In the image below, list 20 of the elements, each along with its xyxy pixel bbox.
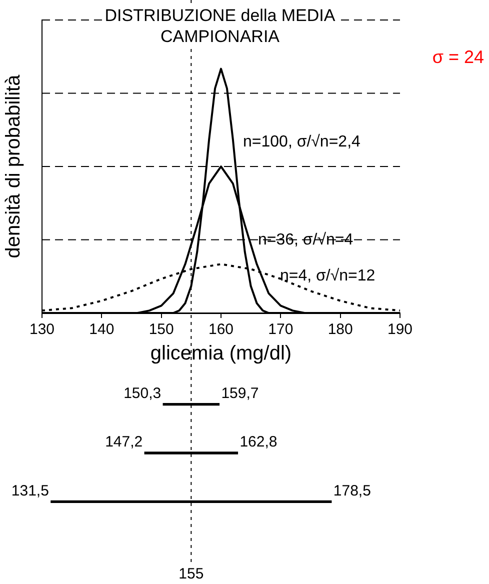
x-tick-label: 140 (89, 321, 114, 338)
x-axis-title: glicemia (mg/dl) (150, 342, 292, 365)
y-axis-title: densità di probabilità (2, 74, 25, 258)
x-tick-label: 170 (268, 321, 294, 338)
text: σ = 24 (432, 46, 484, 67)
annotation: 147,2 (105, 434, 143, 451)
x-tick-label: 150 (148, 321, 174, 338)
annotation: 159,7 (221, 384, 259, 402)
chart-title: DISTRIBUZIONE della MEDIA CAMPIONARIA (104, 6, 336, 46)
ref-line-label: 155 (178, 566, 204, 583)
series-label: n=4, σ/√n=12 (280, 267, 376, 284)
annotation: 162,8 (240, 434, 278, 451)
annotation: 150,3 (124, 384, 162, 402)
x-tick-label: 180 (328, 321, 353, 338)
series-label: n=100, σ/√n=2,4 (243, 133, 361, 150)
annotation: 178,5 (333, 482, 371, 500)
x-tick-label: 160 (208, 321, 234, 338)
x-tick-label: 190 (387, 321, 413, 338)
annotation: 131,5 (11, 482, 49, 500)
x-tick-label: 130 (29, 321, 55, 338)
